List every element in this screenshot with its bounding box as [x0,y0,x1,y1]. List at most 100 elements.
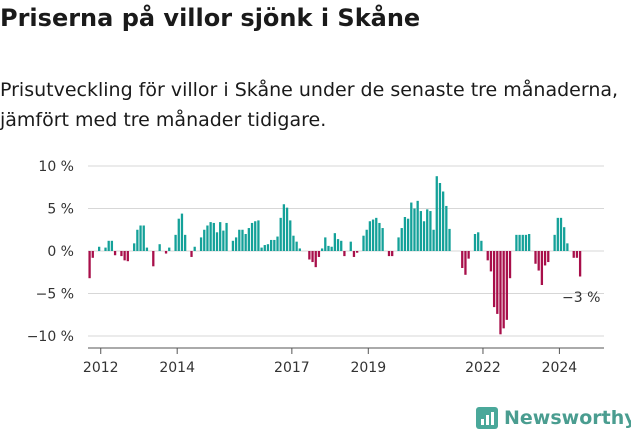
bar [88,251,91,279]
bar [270,239,273,251]
bar [219,222,222,251]
bar [120,251,123,257]
grid-lines: 10 % 5 % 0 % −5 % −10 % [27,159,604,345]
bar [515,234,518,251]
y-tick-label: −10 % [27,329,74,345]
bar [190,251,193,257]
bar [184,234,187,251]
bar [547,251,550,263]
bar [448,228,451,251]
bar [145,247,149,251]
bar [518,234,521,251]
bar [467,251,470,259]
bar [435,176,438,251]
bar [486,251,489,261]
bar [126,251,129,262]
bar [340,240,343,251]
x-axis: 2012 2014 2017 2019 2022 2024 [83,347,604,376]
bar [209,222,212,251]
bar [104,247,107,251]
bar [234,237,238,251]
bar [381,228,384,251]
bar [368,221,372,251]
bar [174,234,177,251]
y-tick-label: −5 % [36,287,74,303]
bar [180,213,184,251]
bar [244,234,247,251]
bar [543,251,547,266]
bar [158,244,161,251]
bar [559,217,563,251]
chart-title: Priserna på villor sjönk i Skåne [0,4,421,32]
bar [298,248,301,251]
bar [327,245,330,251]
bar [375,217,378,251]
bar [438,183,442,251]
bar [477,232,480,251]
bar [282,204,286,251]
bar [164,251,168,254]
y-tick-label: 0 % [47,244,74,260]
bar [206,225,209,251]
bar [397,237,400,251]
bar [314,251,317,268]
bar [168,247,171,251]
y-tick-label: 5 % [47,202,74,218]
bar [362,235,365,251]
bar [266,244,270,251]
x-tick-label: 2024 [542,360,578,376]
bar [311,251,314,263]
bar [426,209,429,251]
x-tick-label: 2019 [350,360,386,376]
x-tick-label: 2017 [274,360,310,376]
bar [203,229,206,251]
bar [152,251,155,267]
newsworthy-logo-icon [476,407,498,429]
bar [107,240,110,251]
bar [537,251,540,271]
bar [212,222,215,251]
bar [378,222,381,251]
x-tick-label: 2022 [465,360,501,376]
bar [231,240,235,251]
x-tick-label: 2014 [159,360,195,376]
bar [215,232,219,251]
bar-chart: 10 % 5 % 0 % −5 % −10 % 2012 2014 2017 2019 2022… [27,159,604,376]
bar [445,205,448,251]
bar [139,225,142,251]
bar [254,221,257,251]
bar [429,211,432,251]
bar [343,251,346,257]
bar [575,251,579,258]
bar [365,229,368,251]
bar [578,251,582,277]
bar [508,251,512,279]
bar [142,225,145,251]
bar [247,228,250,251]
bar [241,229,244,251]
bar [292,235,295,251]
bar [279,217,282,251]
chart-subtitle: Prisutveckling för villor i Skåne under … [0,79,619,131]
bar [521,234,524,251]
bar [317,251,321,257]
bar [540,251,544,285]
bar [422,221,426,251]
bar [480,240,483,251]
bar [534,251,537,264]
bar [91,251,94,258]
bar [502,251,505,329]
brand-name: Newsworthy [504,407,631,429]
bar [289,220,292,251]
bar [330,246,333,251]
bar [136,229,139,251]
bar [308,251,311,260]
bar [123,251,126,261]
bar [432,229,435,251]
bar [250,222,254,251]
bar [413,208,416,251]
bar [461,251,464,268]
bar [285,207,289,251]
bar [410,202,413,251]
bar [566,243,569,251]
